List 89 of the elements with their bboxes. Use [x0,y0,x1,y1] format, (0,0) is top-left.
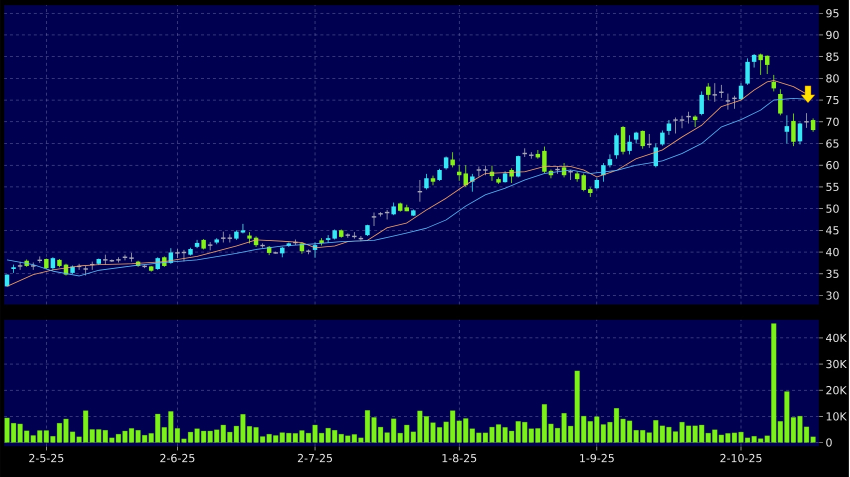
y-tick-label: 30 [826,291,839,300]
candlestick [752,53,756,68]
candlestick [634,131,638,144]
y-tick-label: 80 [826,74,839,82]
candlestick [758,53,763,76]
candlestick [240,223,246,234]
candlestick [430,175,436,186]
y-tick-label: 30K [826,360,847,368]
candlestick [647,133,652,148]
candlestick [608,154,612,168]
candlestick [699,90,704,116]
candlestick [464,164,468,188]
candlestick [391,202,396,216]
x-tick-label: 1-9-25 [580,454,614,462]
candlestick [450,152,455,168]
y-tick-label: 40 [826,248,839,256]
y-tick-label: 20K [826,386,847,394]
candlestick [732,95,737,109]
candlestick [44,258,49,270]
y-tick-label: 85 [826,52,839,61]
candlestick [352,232,357,239]
candlestick [418,179,422,202]
candlestick [719,84,724,98]
candlestick [673,116,678,134]
candlestick [326,234,330,243]
candlestick [424,173,429,190]
candlestick [122,254,128,261]
x-tick-label: 2-5-25 [29,454,64,462]
candlestick [686,111,691,124]
candlestick [201,238,206,250]
candlestick [588,186,593,198]
candlestick [542,146,547,174]
y-tick-label: 50 [826,204,839,213]
candlestick [574,171,580,182]
x-tick-label: 2-6-25 [160,454,194,462]
candlestick [516,155,520,178]
candlestick [332,228,337,240]
candlestick [745,58,750,86]
candlestick [660,130,665,146]
y-tick-label: 70 [826,117,839,126]
candlestick [666,119,672,136]
candlestick [509,168,514,184]
y-tick-label: 0 [826,438,832,446]
candlestick [234,230,239,240]
candlestick [791,112,796,146]
y-tick-label: 60 [826,160,839,170]
candlestick [456,164,462,182]
y-tick-label: 45 [826,226,839,234]
candlestick [712,82,718,102]
candlestick [640,130,645,149]
candlestick [804,112,809,128]
y-tick-label: 55 [826,182,839,191]
x-tick-label: 2-10-25 [720,454,762,462]
candlestick [280,246,284,258]
candlestick [680,115,684,129]
candlestick [502,170,508,183]
candlestick [221,231,226,243]
candlestick [798,122,802,145]
candlestick [50,256,56,270]
candlestick [444,156,448,170]
y-tick-label: 10K [826,412,847,420]
candlestick [627,134,632,155]
candlestick [581,172,586,192]
candlestick [398,202,402,212]
y-tick-label: 90 [826,30,839,39]
y-tick-label: 40K [826,334,847,342]
candlestick [594,178,600,190]
y-tick-label: 75 [826,96,839,104]
candlestick [490,165,494,182]
candlestick [810,118,816,132]
x-tick-label: 1-8-25 [442,454,476,462]
y-tick-label: 95 [826,8,839,18]
candlestick [706,82,710,100]
candlestick [437,168,442,182]
y-tick-label: 65 [826,139,839,148]
x-tick-label: 2-7-25 [298,454,332,462]
y-tick-label: 35 [826,269,839,278]
candlestick [103,254,108,265]
candlestick [692,114,698,128]
candlestick [372,212,376,226]
candlestick [365,224,370,236]
candlestick [778,88,783,116]
candlestick [568,169,573,180]
candlestick [784,114,790,144]
candlestick [654,142,658,168]
candlestick [175,248,180,258]
candlestick [772,74,776,92]
candlestick [129,252,134,262]
candlestick [764,54,770,74]
